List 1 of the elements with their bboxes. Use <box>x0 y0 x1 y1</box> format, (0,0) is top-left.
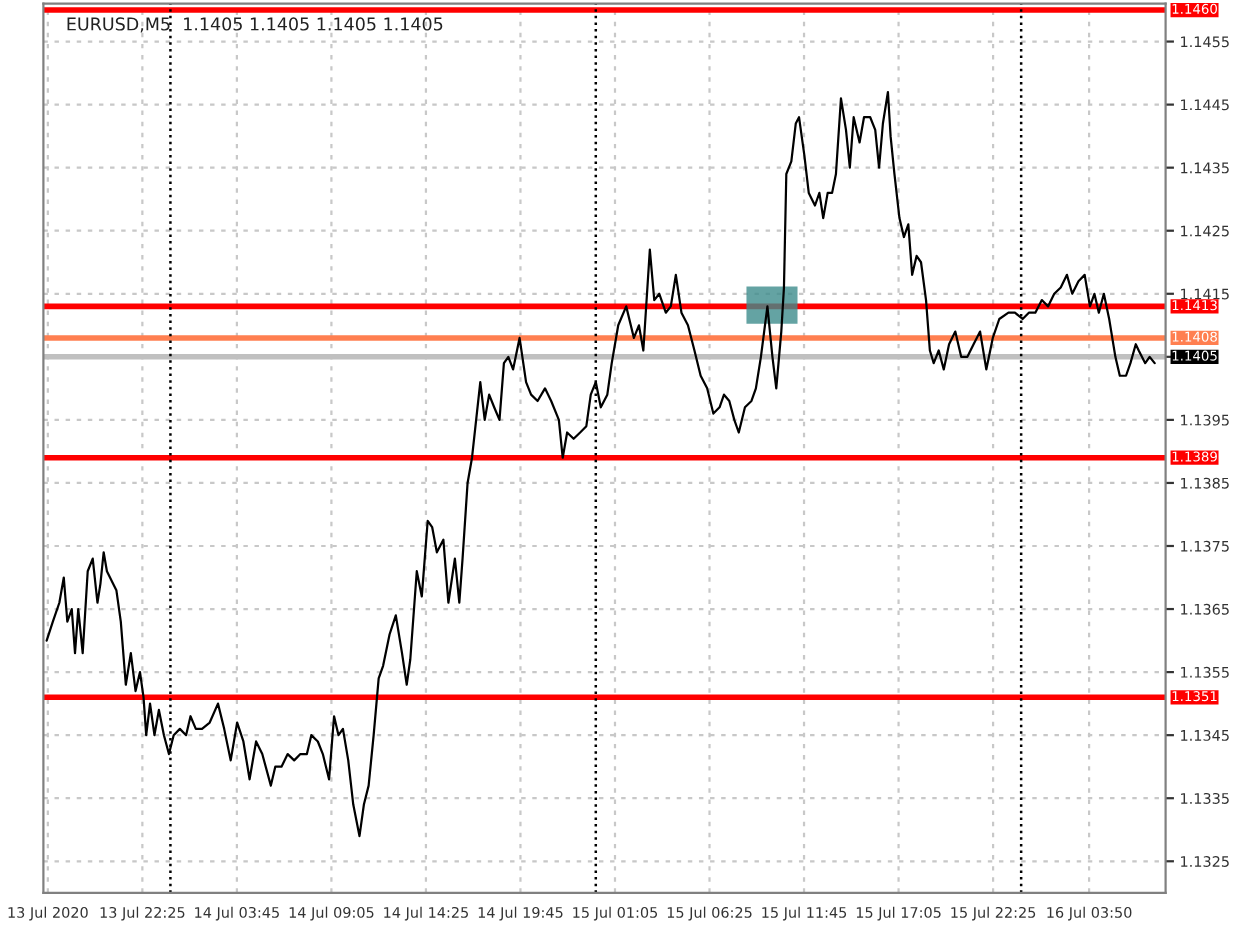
text: EURUSD,M5 1.1405 1.1405 1.1405 1.1405 <box>67 17 443 33</box>
